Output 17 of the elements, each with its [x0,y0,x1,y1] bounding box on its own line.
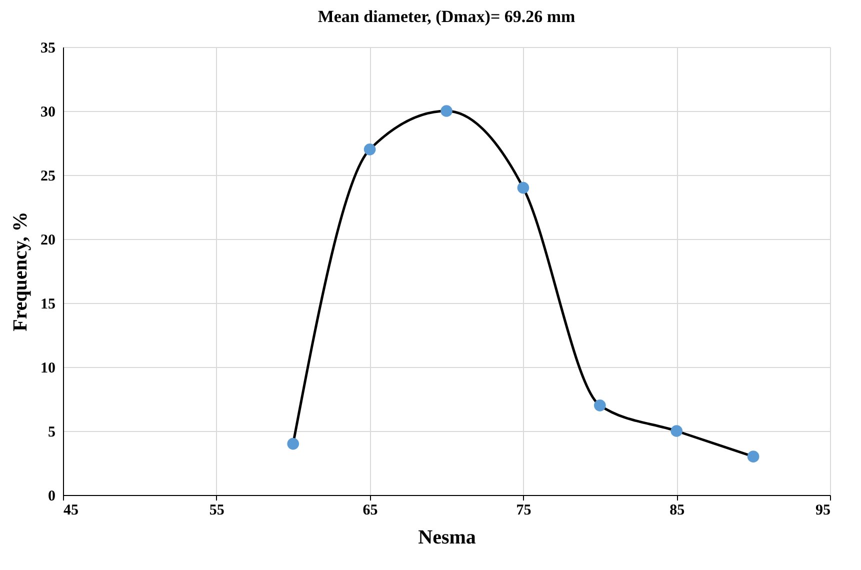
x-tick-label: 45 [64,502,78,518]
x-tick-label: 95 [816,502,830,518]
y-axis-title: Frequency, % [10,212,32,332]
y-tick-label: 30 [40,104,56,120]
y-tick-label: 5 [48,424,56,440]
x-tick-label: 65 [362,502,378,518]
y-tick-label: 25 [40,168,56,184]
y-tick-label: 10 [40,360,56,376]
y-tick-label: 35 [40,40,56,56]
y-tick-label: 20 [40,232,56,248]
y-tick-label: 15 [40,296,56,312]
x-tick-label: 55 [209,502,224,518]
x-tick-label: 85 [670,502,685,518]
y-tick-label: 0 [48,488,56,504]
x-tick-label: 75 [516,502,532,518]
x-axis-title: Nesma [418,526,476,548]
chart-title: Mean diameter, (Dmax)= 69.26 mm [318,7,576,26]
